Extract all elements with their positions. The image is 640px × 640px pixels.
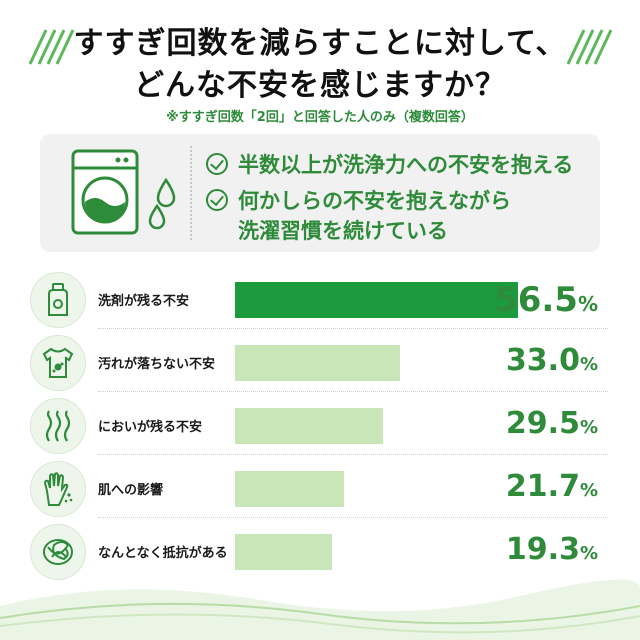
chart-row: 肌への影響 21.7% — [30, 461, 620, 518]
category-label: 汚れが落ちない不安 — [98, 357, 216, 372]
row-divider — [98, 517, 608, 518]
decorative-stripes-right — [566, 29, 613, 65]
bar — [235, 408, 383, 444]
decorative-wave — [0, 579, 640, 640]
summary-divider — [190, 146, 192, 240]
data-label: 21.7% — [505, 469, 598, 504]
chart-row: なんとなく抵抗がある 19.3% — [30, 524, 620, 580]
row-divider — [98, 328, 608, 329]
summary-box: 半数以上が洗浄力への不安を抱える 何かしらの不安を抱えながら 洗濯習慣を続けてい… — [40, 134, 600, 252]
category-label: 洗剤が残る不安 — [98, 294, 190, 309]
survey-note: ※すすぎ回数「2回」と回答した人のみ（複数回答） — [166, 110, 474, 125]
chart-row: 汚れが落ちない不安 33.0% — [30, 335, 620, 392]
page-title-line2: どんな不安を感じますか？ — [134, 68, 506, 103]
summary-point-text: 半数以上が洗浄力への不安を抱える — [238, 153, 574, 177]
category-label: なんとなく抵抗がある — [98, 546, 228, 561]
data-label: 33.0% — [505, 343, 598, 378]
data-label: 29.5% — [505, 406, 598, 441]
row-divider — [98, 391, 608, 392]
summary-point-1: 半数以上が洗浄力への不安を抱える — [206, 150, 573, 180]
data-label: 19.3% — [505, 532, 598, 567]
summary-point-text: 何かしらの不安を抱えながら 洗濯習慣を続けている — [238, 189, 511, 243]
bar — [235, 534, 332, 570]
water-drops-icon — [148, 178, 176, 230]
washing-machine-icon — [71, 149, 139, 235]
odor-waves-icon — [30, 398, 86, 454]
bar — [235, 471, 344, 507]
bar — [235, 282, 518, 318]
hand-skin-icon — [30, 461, 86, 517]
page-title-line1: すすぎ回数を減らすことに対して、 — [73, 26, 567, 61]
check-circle-icon — [206, 153, 228, 175]
summary-point-2: 何かしらの不安を抱えながら 洗濯習慣を続けている — [206, 186, 511, 246]
detergent-bottle-icon — [30, 272, 86, 328]
stained-shirt-icon — [30, 335, 86, 391]
category-label: 肌への影響 — [98, 483, 164, 498]
chart-row: 洗剤が残る不安 56.5% — [30, 272, 620, 329]
category-label: においが残る不安 — [98, 420, 203, 435]
decorative-stripes-left — [28, 29, 75, 65]
check-circle-icon — [206, 189, 228, 211]
row-divider — [98, 454, 608, 455]
bar — [235, 345, 400, 381]
data-label: 56.5% — [494, 280, 598, 320]
chart-row: においが残る不安 29.5% — [30, 398, 620, 455]
tangled-lines-icon — [30, 524, 86, 580]
